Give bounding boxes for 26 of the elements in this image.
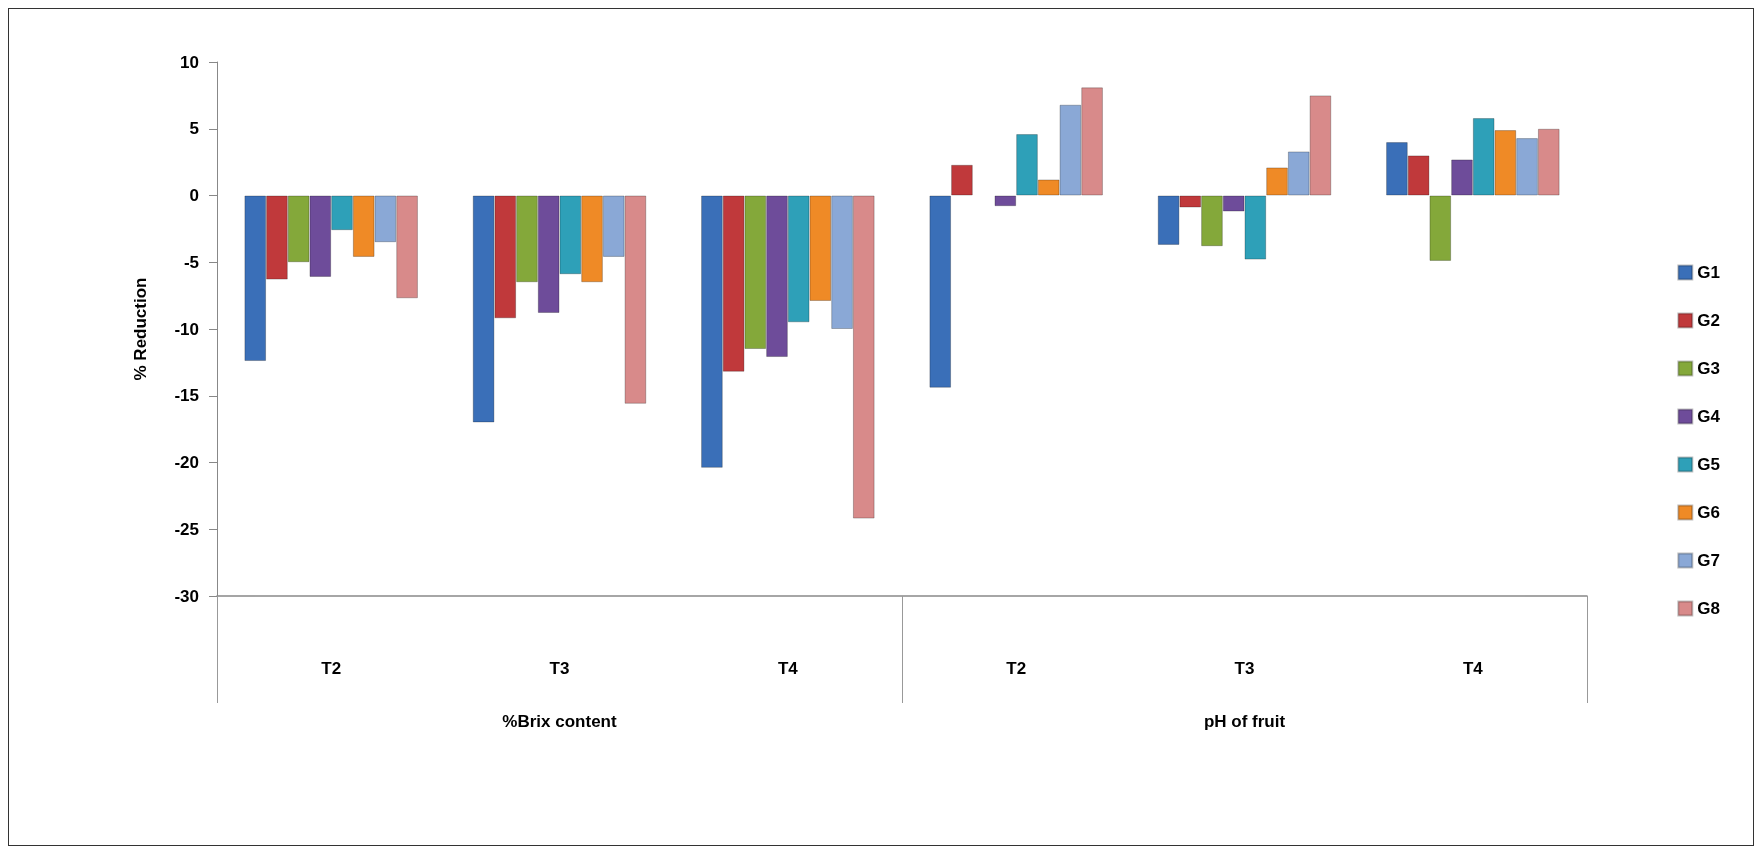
x-tick-label: T4 — [777, 659, 799, 678]
y-axis-title: % Reduction — [131, 277, 150, 381]
y-tick-label: -30 — [174, 586, 199, 606]
y-tick-label: -25 — [174, 519, 199, 539]
legend-label: G7 — [1697, 551, 1721, 570]
y-tick-label: -15 — [174, 386, 199, 406]
x-tick-label: T3 — [549, 659, 570, 678]
legend-label: G2 — [1697, 311, 1721, 330]
x-tick-label: T4 — [1462, 659, 1484, 678]
text: %Brix content — [502, 712, 617, 731]
y-tick-label: 10 — [180, 52, 199, 72]
legend-label: G8 — [1697, 599, 1721, 618]
y-tick-label: 5 — [189, 119, 199, 139]
legend-label: G6 — [1697, 503, 1721, 522]
text: pH of fruit — [1203, 712, 1286, 731]
legend-label: G4 — [1697, 407, 1721, 426]
legend-label: G3 — [1697, 359, 1721, 378]
legend-label: G1 — [1697, 263, 1721, 282]
legend-label: G5 — [1697, 455, 1721, 474]
y-tick-label: -20 — [174, 453, 199, 472]
x-tick-label: T2 — [1006, 659, 1027, 678]
x-tick-label: T2 — [321, 659, 342, 678]
y-tick-label: -5 — [183, 252, 199, 272]
x-tick-label: T3 — [1234, 659, 1255, 678]
y-tick-label: -10 — [174, 319, 199, 339]
y-tick-label: 0 — [189, 186, 199, 205]
